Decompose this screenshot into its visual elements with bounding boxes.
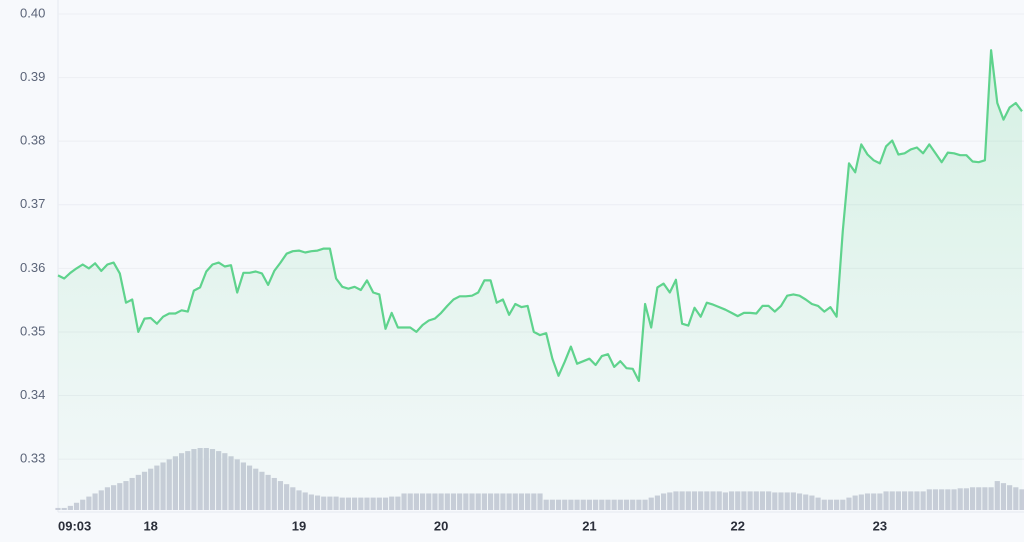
y-tick-label: 0.38 [20, 133, 45, 148]
y-tick-label: 0.37 [20, 196, 45, 211]
x-tick-label: 19 [292, 518, 306, 533]
x-tick-label: 22 [731, 518, 745, 533]
x-tick-label: 18 [143, 518, 157, 533]
x-tick-label: 20 [434, 518, 448, 533]
y-tick-label: 0.34 [20, 387, 45, 402]
area-fill [58, 50, 1022, 510]
x-tick-label: 21 [582, 518, 596, 533]
x-tick-label: 09:03 [58, 518, 91, 533]
y-tick-label: 0.35 [20, 323, 45, 338]
y-tick-label: 0.36 [20, 260, 45, 275]
y-tick-label: 0.33 [20, 451, 45, 466]
x-tick-label: 23 [873, 518, 887, 533]
price-line [57, 49, 1023, 382]
y-tick-label: 0.39 [20, 69, 45, 84]
y-tick-label: 0.40 [20, 5, 45, 20]
